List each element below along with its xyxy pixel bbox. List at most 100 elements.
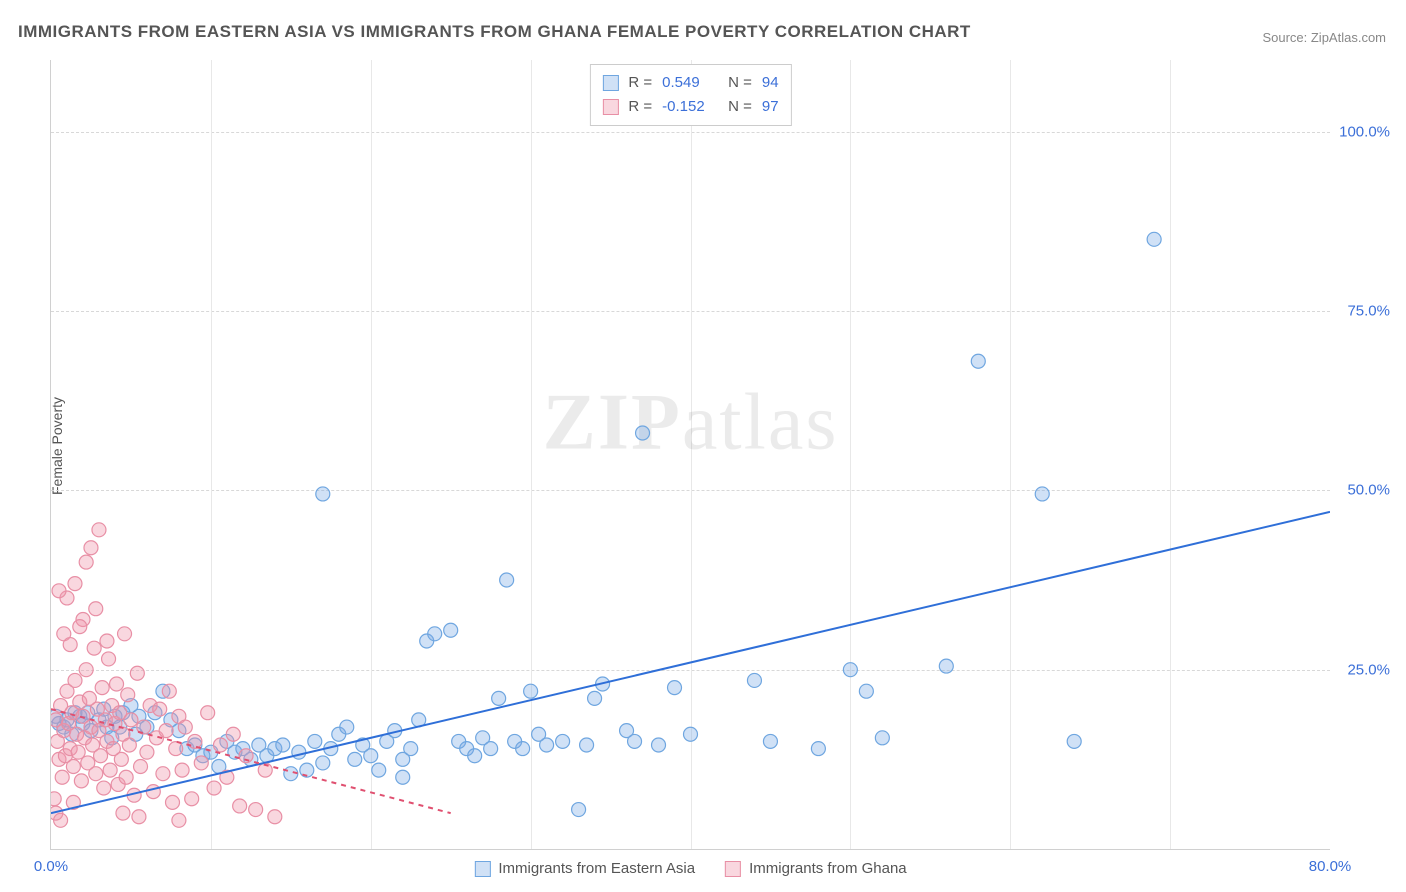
r-value-1: 0.549 [662,71,718,95]
data-point [468,749,482,763]
data-point [540,738,554,752]
n-label: N = [728,95,752,119]
data-point [249,803,263,817]
data-point [74,774,88,788]
legend-label-1: Immigrants from Eastern Asia [498,860,695,877]
data-point [572,803,586,817]
scatter-plot [51,60,1330,849]
data-point [372,763,386,777]
data-point [87,641,101,655]
data-point [68,673,82,687]
data-point [153,702,167,716]
data-point [79,663,93,677]
data-point [66,760,80,774]
corr-row-1: R = 0.549 N = 94 [602,71,778,95]
data-point [114,752,128,766]
data-point [89,767,103,781]
data-point [556,734,570,748]
data-point [178,720,192,734]
data-point [843,663,857,677]
data-point [159,724,173,738]
data-point [348,752,362,766]
x-tick-max: 80.0% [1309,858,1352,875]
y-tick-label: 100.0% [1339,123,1390,140]
data-point [116,806,130,820]
source-label: Source: ZipAtlas.com [1262,30,1386,45]
data-point [492,691,506,705]
data-point [100,634,114,648]
data-point [939,659,953,673]
data-point [684,727,698,741]
data-point [102,652,116,666]
data-point [276,738,290,752]
data-point [364,749,378,763]
data-point [1035,487,1049,501]
data-point [94,749,108,763]
data-point [636,426,650,440]
data-point [194,756,208,770]
data-point [628,734,642,748]
data-point [121,688,135,702]
swatch-series-2 [602,99,618,115]
data-point [859,684,873,698]
correlation-box: R = 0.549 N = 94 R = -0.152 N = 97 [589,64,791,126]
data-point [132,810,146,824]
data-point [588,691,602,705]
data-point [316,756,330,770]
data-point [668,681,682,695]
chart-area: ZIPatlas 25.0%50.0%75.0%100.0% 0.0% 80.0… [50,60,1330,850]
data-point [52,584,66,598]
data-point [84,541,98,555]
y-tick-label: 25.0% [1347,661,1390,678]
n-value-1: 94 [762,71,779,95]
data-point [580,738,594,752]
data-point [119,770,133,784]
data-point [428,627,442,641]
swatch-series-1 [602,75,618,91]
data-point [89,602,103,616]
data-point [308,734,322,748]
data-point [175,763,189,777]
legend-item-1: Immigrants from Eastern Asia [474,860,695,877]
data-point [134,760,148,774]
data-point [185,792,199,806]
data-point [226,727,240,741]
data-point [233,799,247,813]
data-point [292,745,306,759]
data-point [268,810,282,824]
data-point [156,767,170,781]
data-point [55,770,69,784]
legend-label-2: Immigrants from Ghana [749,860,907,877]
data-point [54,813,68,827]
data-point [130,666,144,680]
trend-line [51,512,1330,813]
data-point [213,738,227,752]
data-point [811,742,825,756]
swatch-legend-1 [474,861,490,877]
data-point [404,742,418,756]
data-point [500,573,514,587]
swatch-legend-2 [725,861,741,877]
data-point [172,813,186,827]
corr-row-2: R = -0.152 N = 97 [602,95,778,119]
data-point [524,684,538,698]
data-point [146,785,160,799]
data-point [92,523,106,537]
r-value-2: -0.152 [662,95,718,119]
data-point [1067,734,1081,748]
n-label: N = [728,71,752,95]
data-point [140,745,154,759]
data-point [747,673,761,687]
data-point [118,627,132,641]
data-point [124,713,138,727]
r-label: R = [628,71,652,95]
data-point [875,731,889,745]
data-point [652,738,666,752]
chart-title: IMMIGRANTS FROM EASTERN ASIA VS IMMIGRAN… [18,22,971,42]
data-point [79,555,93,569]
r-label: R = [628,95,652,119]
data-point [484,742,498,756]
data-point [201,706,215,720]
bottom-legend: Immigrants from Eastern Asia Immigrants … [468,860,912,877]
y-tick-label: 75.0% [1347,303,1390,320]
